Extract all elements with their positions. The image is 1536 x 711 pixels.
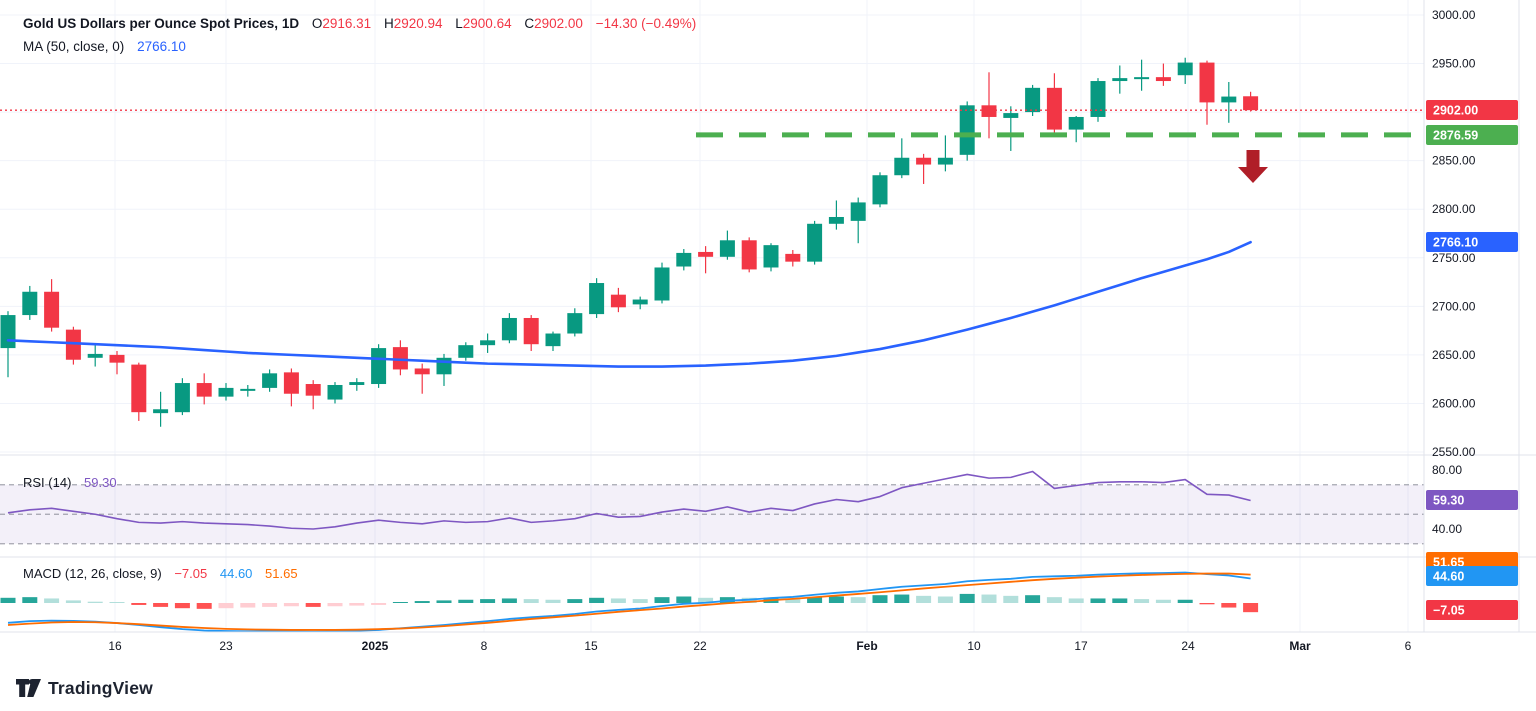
close-label: C xyxy=(524,16,535,31)
rsi-indicator-title: RSI (14) xyxy=(23,475,72,490)
svg-text:8: 8 xyxy=(481,639,488,653)
macd-signal-value: 51.65 xyxy=(265,566,298,581)
svg-text:Feb: Feb xyxy=(856,639,877,653)
svg-text:2766.10: 2766.10 xyxy=(1433,236,1478,250)
svg-text:2025: 2025 xyxy=(362,639,389,653)
svg-text:17: 17 xyxy=(1074,639,1088,653)
time-axis[interactable] xyxy=(0,632,1536,664)
svg-text:80.00: 80.00 xyxy=(1432,463,1462,477)
svg-text:16: 16 xyxy=(108,639,122,653)
svg-text:6: 6 xyxy=(1405,639,1412,653)
svg-text:2650.00: 2650.00 xyxy=(1432,348,1476,362)
high-label: H xyxy=(383,16,394,31)
svg-text:Mar: Mar xyxy=(1289,639,1311,653)
svg-text:22: 22 xyxy=(693,639,707,653)
rsi-band xyxy=(0,484,1424,545)
macd-indicator-title: MACD (12, 26, close, 9) xyxy=(23,566,162,581)
svg-text:2902.00: 2902.00 xyxy=(1433,104,1478,118)
tradingview-logo[interactable]: TradingView xyxy=(15,675,153,701)
svg-text:2700.00: 2700.00 xyxy=(1432,299,1476,313)
svg-text:3000.00: 3000.00 xyxy=(1432,8,1476,22)
svg-text:59.30: 59.30 xyxy=(1433,494,1464,508)
open-value: 2916.31 xyxy=(322,16,372,31)
price-axis-labels: 3000.00 2950.00 2850.00 2800.00 2750.00 2700.… xyxy=(1432,8,1476,536)
svg-text:10: 10 xyxy=(967,639,981,653)
symbol-legend-row[interactable]: Gold US Dollars per Ounce Spot Prices, 1… xyxy=(23,14,696,34)
svg-text:15: 15 xyxy=(584,639,598,653)
macd-line[interactable] xyxy=(7,571,1251,633)
down-arrow-annotation[interactable] xyxy=(1238,150,1268,183)
rsi-line[interactable] xyxy=(7,470,1251,530)
macd-histogram[interactable] xyxy=(0,593,1259,613)
close-value: 2902.00 xyxy=(534,16,583,31)
macd-hist-value: −7.05 xyxy=(174,566,208,581)
ma-legend-row[interactable]: MA (50, close, 0) 2766.10 xyxy=(23,37,696,57)
tradingview-logo-text: TradingView xyxy=(48,678,153,698)
symbol-legend: Gold US Dollars per Ounce Spot Prices, 1… xyxy=(23,14,696,60)
macd-legend-row[interactable]: MACD (12, 26, close, 9) −7.05 44.60 51.6… xyxy=(23,564,298,584)
macd-signal-line[interactable] xyxy=(7,572,1251,631)
svg-text:24: 24 xyxy=(1181,639,1195,653)
svg-text:2750.00: 2750.00 xyxy=(1432,251,1476,265)
ma-50-line[interactable] xyxy=(6,240,1252,368)
macd-line-value: 44.60 xyxy=(219,566,253,581)
low-value: 2900.64 xyxy=(462,16,512,31)
rsi-indicator-value: 59.30 xyxy=(84,475,117,490)
svg-text:2550.00: 2550.00 xyxy=(1432,445,1476,459)
low-label: L xyxy=(455,16,463,31)
svg-text:−7.05: −7.05 xyxy=(1433,604,1465,618)
price-axis[interactable] xyxy=(1424,0,1536,632)
svg-text:23: 23 xyxy=(219,639,233,653)
time-axis-labels: 16 23 2025 8 15 22 Feb 10 17 24 Mar 6 xyxy=(108,639,1411,653)
change-value: −14.30 (−0.49%) xyxy=(595,16,697,31)
axis-badges: 2902.002876.592766.1059.3051.6544.60−7.0… xyxy=(1426,100,1518,620)
open-label: O xyxy=(311,16,323,31)
svg-text:2950.00: 2950.00 xyxy=(1432,57,1476,71)
symbol-title: Gold US Dollars per Ounce Spot Prices, 1… xyxy=(23,16,300,31)
svg-text:2800.00: 2800.00 xyxy=(1432,202,1476,216)
ma-indicator-value: 2766.10 xyxy=(137,39,186,54)
rsi-legend-row[interactable]: RSI (14) 59.30 xyxy=(23,473,117,493)
ma-indicator-title: MA (50, close, 0) xyxy=(23,39,125,54)
svg-text:44.60: 44.60 xyxy=(1433,570,1464,584)
tradingview-logo-icon xyxy=(16,679,41,697)
svg-text:2600.00: 2600.00 xyxy=(1432,396,1476,410)
svg-text:40.00: 40.00 xyxy=(1432,522,1462,536)
panel-separators xyxy=(0,0,1536,633)
high-value: 2920.94 xyxy=(393,16,443,31)
svg-text:2876.59: 2876.59 xyxy=(1433,129,1478,143)
candlestick-series[interactable] xyxy=(0,57,1259,427)
svg-text:2850.00: 2850.00 xyxy=(1432,154,1476,168)
